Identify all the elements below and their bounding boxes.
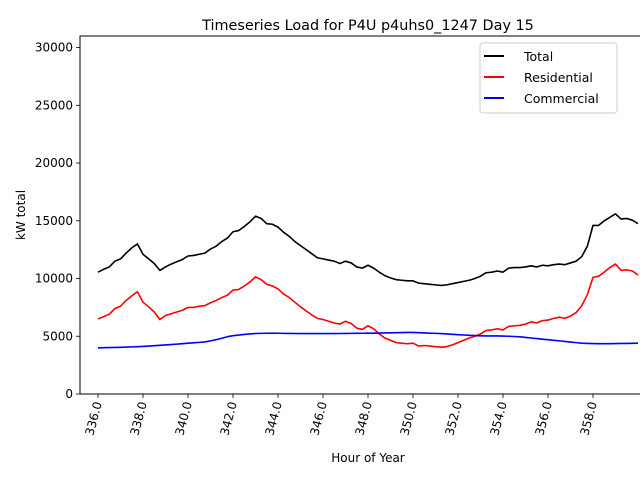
plot-lines [97, 213, 639, 349]
legend: Total Residential Commercial [479, 42, 618, 114]
series-line-residential [97, 263, 639, 349]
y-axis-label: kW total [14, 190, 28, 240]
y-tick-label: 25000 [35, 98, 73, 112]
x-axis-label: Hour of Year [331, 451, 405, 465]
y-tick-label: 15000 [35, 214, 73, 228]
y-tick-label: 10000 [35, 272, 73, 286]
chart-title: Timeseries Load for P4U p4uhs0_1247 Day … [201, 18, 534, 34]
y-tick-label: 30000 [35, 41, 73, 55]
legend-commercial-label: Commercial [524, 91, 599, 106]
series-line-total [97, 213, 639, 287]
y-tick-label: 20000 [35, 156, 73, 170]
legend-total-label: Total [523, 49, 553, 64]
y-tick-label: 5000 [42, 329, 73, 343]
y-tick-label: 0 [65, 387, 73, 401]
y-axis-ticks: 0 5000 10000 15000 20000 25000 30000 [35, 41, 80, 401]
series-line-commercial [97, 331, 639, 349]
legend-residential-label: Residential [524, 70, 593, 85]
legend-box [479, 42, 618, 114]
